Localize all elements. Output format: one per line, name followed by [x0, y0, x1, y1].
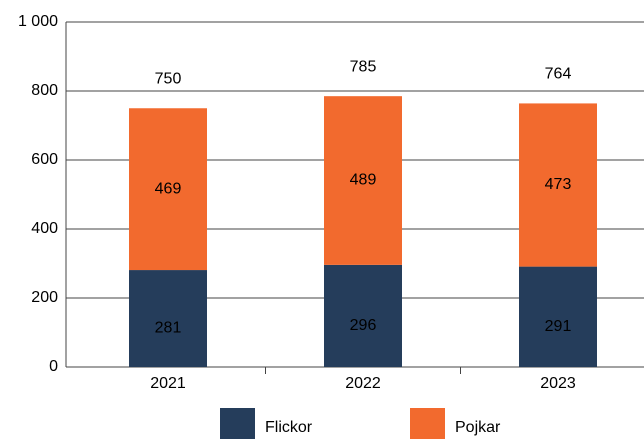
value-label: 291 [545, 318, 572, 335]
total-label: 750 [155, 70, 182, 87]
bar-segment [324, 96, 402, 265]
bar-segment [324, 264, 402, 367]
x-tick-label: 2023 [540, 375, 576, 392]
legend-label: Pojkar [455, 419, 501, 436]
value-label: 281 [155, 320, 182, 337]
y-tick-label: 600 [31, 151, 58, 168]
bar-segment [519, 103, 597, 267]
value-label: 473 [545, 176, 572, 193]
value-label: 296 [350, 317, 377, 334]
y-tick-label: 1 000 [18, 13, 58, 30]
total-label: 785 [350, 58, 377, 75]
y-tick-label: 400 [31, 220, 58, 237]
total-label: 764 [545, 66, 572, 83]
bar-segment [129, 108, 207, 271]
y-tick-label: 0 [49, 358, 58, 375]
x-tick-label: 2022 [345, 375, 381, 392]
value-label: 489 [350, 172, 377, 189]
legend-swatch [220, 408, 255, 439]
legend-label: Flickor [265, 419, 313, 436]
x-tick-label: 2021 [150, 375, 186, 392]
bar-segment [129, 270, 207, 367]
legend-swatch [410, 408, 445, 439]
bar-segment [519, 266, 597, 367]
y-tick-label: 200 [31, 289, 58, 306]
y-tick-label: 800 [31, 82, 58, 99]
value-label: 469 [155, 180, 182, 197]
